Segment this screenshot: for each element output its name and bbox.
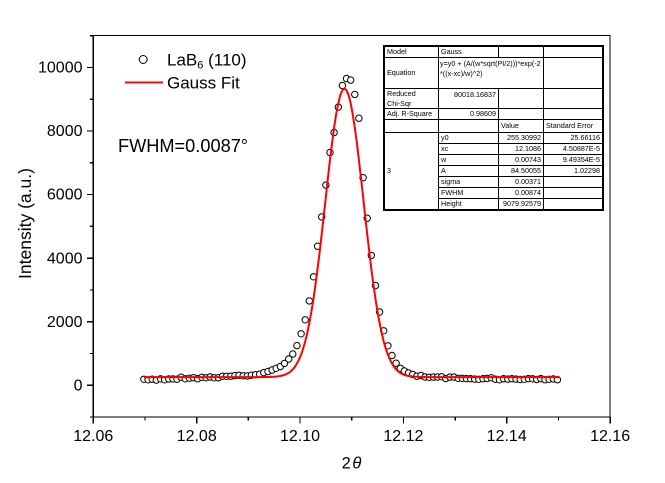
- svg-text:2θ: 2θ: [342, 455, 362, 473]
- svg-text:FWHM=0.0087°: FWHM=0.0087°: [118, 136, 248, 156]
- svg-text:LaB6 (110): LaB6 (110): [167, 51, 247, 72]
- svg-text:Gauss Fit: Gauss Fit: [167, 74, 240, 93]
- svg-text:Intensity (a.u.): Intensity (a.u.): [15, 168, 35, 279]
- svg-text:12.16: 12.16: [590, 428, 630, 445]
- svg-text:2000: 2000: [47, 314, 83, 331]
- svg-text:0: 0: [74, 377, 83, 394]
- svg-text:8000: 8000: [47, 123, 83, 140]
- svg-text:12.06: 12.06: [73, 428, 113, 445]
- svg-text:12.14: 12.14: [487, 428, 527, 445]
- svg-text:10000: 10000: [38, 60, 83, 77]
- svg-text:6000: 6000: [47, 187, 83, 204]
- svg-text:12.12: 12.12: [383, 428, 423, 445]
- svg-text:4000: 4000: [47, 250, 83, 267]
- svg-text:12.10: 12.10: [280, 428, 320, 445]
- svg-text:12.08: 12.08: [177, 428, 217, 445]
